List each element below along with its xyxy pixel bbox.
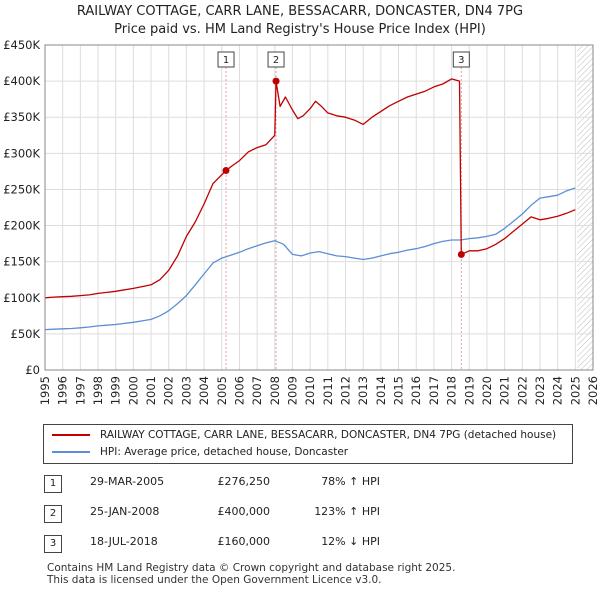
sale-label: 2: [273, 55, 279, 66]
y-tick-label: £0: [25, 363, 40, 377]
transaction-price: £276,250: [217, 475, 271, 488]
legend: RAILWAY COTTAGE, CARR LANE, BESSACARR, D…: [43, 424, 573, 464]
x-tick-label: 2003: [179, 376, 193, 405]
sale-label: 3: [458, 55, 464, 66]
x-tick-label: 2023: [533, 376, 547, 405]
x-tick-label: 2024: [551, 376, 565, 405]
x-tick-label: 1997: [73, 376, 87, 405]
x-tick-label: 1996: [56, 376, 70, 405]
plot-border: [44, 44, 594, 371]
sale-point: [272, 77, 280, 85]
legend-hpi-label: HPI: Average price, detached house, Donc…: [100, 446, 349, 458]
footer-copyright: Contains HM Land Registry data © Crown c…: [47, 562, 456, 574]
hpi-line: [44, 187, 576, 331]
x-tick-label: 2014: [374, 376, 388, 405]
transaction-row: 1 29-MAR-2005 £276,250 78% ↑ HPI: [0, 475, 600, 495]
y-tick-label: £200K: [3, 219, 40, 233]
plot-area: [45, 45, 593, 370]
transaction-hpi: 12% ↓ HPI: [321, 535, 380, 548]
footer-licence: This data is licensed under the Open Gov…: [47, 574, 382, 586]
x-tick-label: 2013: [356, 376, 370, 405]
transaction-badge: 1: [44, 475, 62, 493]
sale-label-box: [217, 51, 235, 68]
x-tick-label: 2000: [126, 376, 140, 405]
transaction-date: 18-JUL-2018: [90, 535, 158, 548]
transaction-hpi: 78% ↑ HPI: [321, 475, 380, 488]
x-tick-label: 1995: [38, 376, 52, 405]
x-tick-label: 2026: [586, 376, 600, 405]
sale-point: [222, 166, 230, 174]
x-tick-label: 2011: [321, 376, 335, 405]
property-price-line: [44, 78, 576, 299]
sale-label-box: [452, 51, 470, 68]
y-tick-label: £400K: [3, 74, 40, 88]
x-tick-label: 2016: [409, 376, 423, 405]
x-tick-label: 2007: [250, 376, 264, 405]
legend-hpi-swatch: [52, 451, 90, 453]
x-tick-label: 2005: [215, 376, 229, 405]
x-tick-label: 2022: [515, 376, 529, 405]
x-tick-label: 2021: [498, 376, 512, 405]
x-tick-label: 2010: [303, 376, 317, 405]
transaction-row: 2 25-JAN-2008 £400,000 123% ↑ HPI: [0, 505, 600, 525]
x-tick-label: 2001: [144, 376, 158, 405]
future-region: [577, 45, 593, 370]
transaction-date: 29-MAR-2005: [90, 475, 165, 488]
legend-hpi: HPI: Average price, detached house, Donc…: [52, 444, 348, 460]
chart-subtitle: Price paid vs. HM Land Registry's House …: [114, 22, 486, 37]
transaction-hpi: 123% ↑ HPI: [314, 505, 380, 518]
x-tick-label: 2020: [480, 376, 494, 405]
y-tick-label: £350K: [3, 110, 40, 124]
y-tick-label: £50K: [11, 327, 41, 341]
transaction-badge: 2: [44, 505, 62, 523]
x-tick-label: 2015: [392, 376, 406, 405]
legend-property-swatch: [52, 434, 90, 436]
sale-label: 1: [223, 55, 229, 66]
legend-property-label: RAILWAY COTTAGE, CARR LANE, BESSACARR, D…: [100, 429, 557, 441]
sale-label-box: [267, 51, 285, 68]
transaction-badge: 3: [44, 535, 62, 553]
y-tick-label: £450K: [3, 38, 40, 52]
sale-point: [457, 250, 465, 258]
x-tick-label: 2006: [232, 376, 246, 405]
x-tick-label: 2008: [268, 376, 282, 405]
y-tick-label: £250K: [3, 182, 40, 196]
transaction-row: 3 18-JUL-2018 £160,000 12% ↓ HPI: [0, 535, 600, 555]
x-tick-label: 1998: [91, 376, 105, 405]
x-tick-label: 2002: [162, 376, 176, 405]
x-tick-label: 2012: [339, 376, 353, 405]
price-chart: £0 £50K £100K £150K £200K £250K £300K £350K £400…: [3, 38, 600, 405]
x-tick-label: 1999: [109, 376, 123, 405]
legend-property: RAILWAY COTTAGE, CARR LANE, BESSACARR, D…: [52, 427, 556, 443]
footer: Contains HM Land Registry data © Crown c…: [47, 562, 455, 586]
y-tick-label: £150K: [3, 255, 40, 269]
x-tick-label: 2017: [427, 376, 441, 405]
transaction-date: 25-JAN-2008: [90, 505, 160, 518]
x-tick-label: 2019: [462, 376, 476, 405]
x-tick-label: 2009: [285, 376, 299, 405]
x-tick-label: 2018: [445, 376, 459, 405]
x-tick-label: 2025: [568, 376, 582, 405]
y-tick-label: £300K: [3, 146, 40, 160]
transaction-price: £400,000: [217, 505, 271, 518]
x-tick-label: 2004: [197, 376, 211, 405]
chart-title: RAILWAY COTTAGE, CARR LANE, BESSACARR, D…: [76, 4, 524, 19]
transaction-price: £160,000: [217, 535, 271, 548]
y-tick-label: £100K: [3, 291, 40, 305]
